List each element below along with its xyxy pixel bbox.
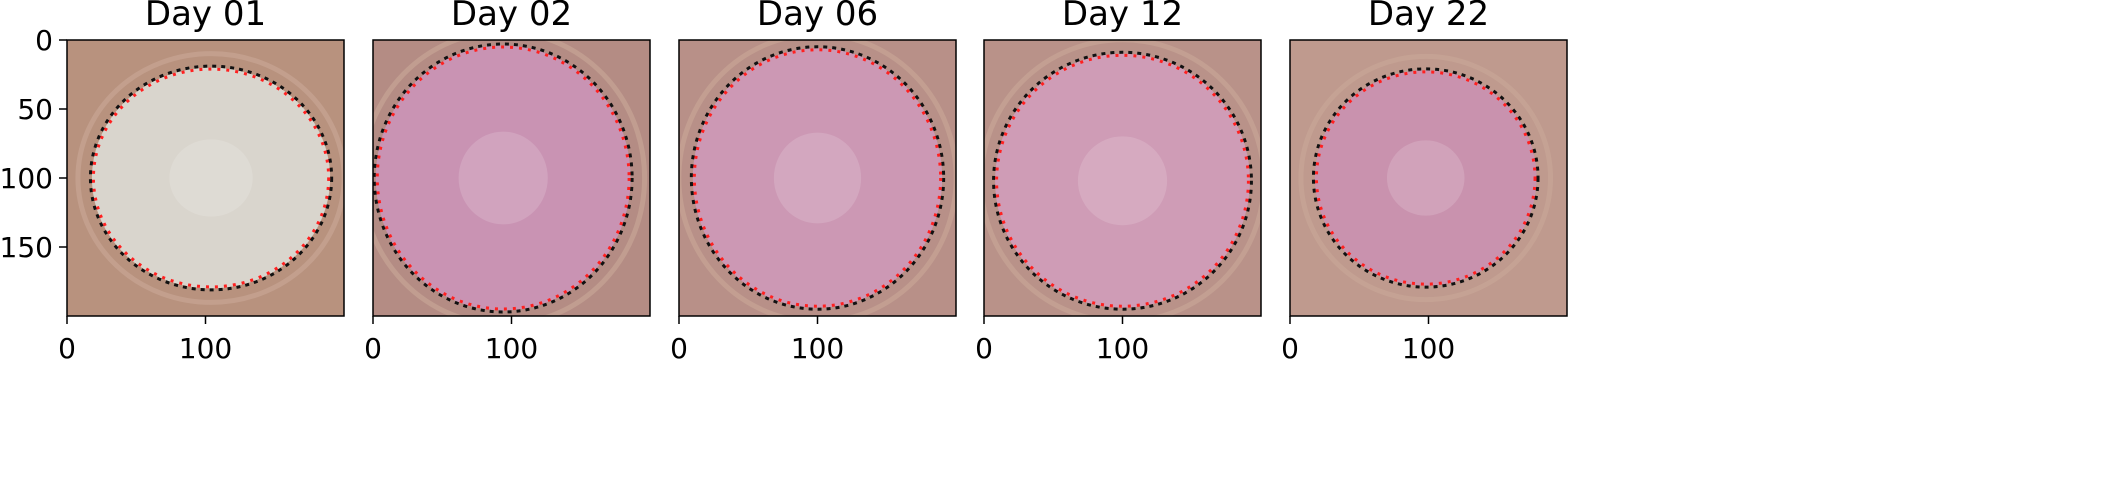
contour-red [91,67,331,289]
x-tick-label: 0 [1281,332,1299,365]
panel-title: Day 12 [1062,0,1183,34]
x-tick-label: 0 [670,332,688,365]
panel-title: Day 02 [451,0,572,34]
contour-black [689,45,946,311]
wound-center [169,139,253,217]
wound-center [1386,140,1465,216]
contour-red [1314,70,1537,286]
photo [984,40,1261,316]
x-tick-label: 100 [485,332,538,365]
photo [373,40,650,316]
halo [1298,53,1554,303]
x-tick-label: 100 [1402,332,1455,365]
contour-red [375,45,631,311]
x-tick-label: 100 [179,332,232,365]
x-tick-label: 0 [364,332,382,365]
contour-black [373,42,634,314]
contour-black [992,50,1253,311]
wound [995,53,1250,308]
panel-title: Day 06 [757,0,878,34]
wound [375,45,631,311]
y-tick-label: 100 [0,162,53,195]
y-tick-label: 150 [0,231,53,264]
y-tick-label: 0 [35,24,53,57]
wound [1314,70,1537,286]
photo [1290,40,1567,316]
wound-center [458,131,548,225]
photo [67,40,344,316]
halo [75,51,344,305]
halo [373,40,648,316]
x-tick-label: 0 [975,332,993,365]
wound-center [773,132,862,224]
photo [679,40,956,316]
x-tick-label: 0 [58,332,76,365]
contour-red [995,53,1250,308]
panel-title: Day 22 [1368,0,1489,34]
contour-black [88,64,334,292]
y-tick-label: 50 [17,93,53,126]
x-tick-label: 100 [1096,332,1149,365]
wound [91,67,331,289]
panel-title: Day 01 [145,0,266,34]
wound [692,48,943,308]
x-tick-label: 100 [791,332,844,365]
wound-center [1077,136,1168,226]
contour-black [1311,67,1540,289]
